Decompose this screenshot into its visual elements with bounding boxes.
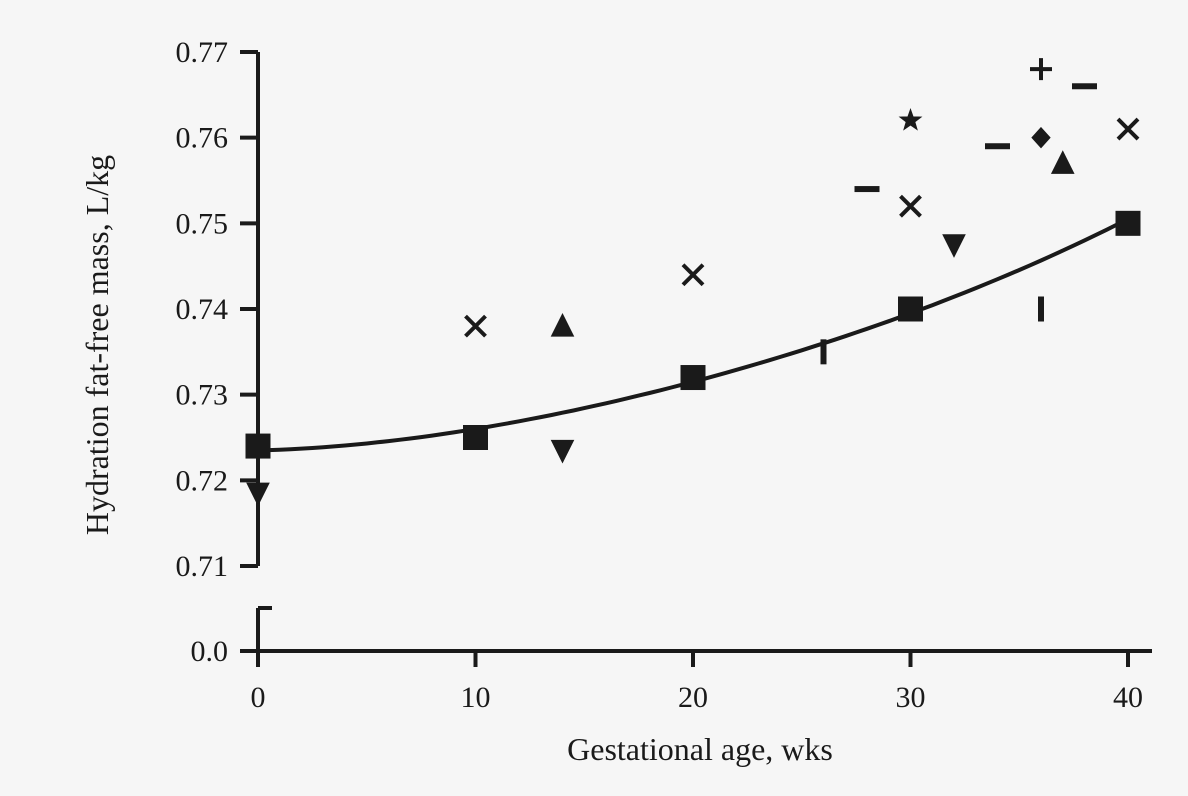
data-point-dash [854, 186, 880, 193]
data-point-triangle-down [942, 234, 966, 258]
data-point-dash [1072, 83, 1097, 90]
axes [240, 52, 1152, 653]
data-point-triangle-down [246, 482, 270, 507]
data-point-square [898, 296, 923, 322]
data-point-x [681, 263, 705, 287]
data-point-x [899, 194, 922, 218]
y-tick-label: 0.0 [191, 635, 229, 668]
fit-line-group [257, 217, 1129, 453]
data-point-plus [1030, 58, 1052, 81]
y-tick-label: 0.76 [176, 122, 229, 155]
x-tick-label: 0 [251, 681, 266, 714]
x-tick-label: 10 [461, 681, 491, 714]
data-point-square [680, 365, 706, 391]
data-point-diamond [1031, 126, 1051, 149]
data-point-x [1116, 117, 1140, 141]
y-tick-label: 0.71 [176, 550, 229, 583]
y-tick-label: 0.72 [176, 464, 229, 497]
data-point-vbar [1038, 296, 1044, 322]
y-tick-label: 0.77 [176, 36, 229, 69]
data-point-triangle-up [1050, 150, 1075, 174]
ticks: 0.0 0.71 0.72 0.73 0.74 0.75 0.76 0.77 0 10 20 30 40 [176, 36, 1144, 714]
data-point-triangle-up [550, 313, 575, 337]
data-point-vbar [820, 339, 827, 365]
x-axis-title: Gestational age, wks [567, 731, 833, 767]
data-point-triangle-down [550, 439, 575, 464]
data-points [245, 58, 1141, 507]
y-tick-label: 0.73 [176, 379, 229, 412]
data-point-dash [985, 143, 1010, 150]
y-tick-label: 0.75 [176, 207, 229, 240]
data-point-square [245, 433, 271, 459]
y-axis-title: Hydration fat-free mass, L/kg [79, 155, 115, 535]
data-point-x [464, 314, 487, 338]
x-tick-label: 30 [896, 681, 926, 714]
x-tick-label: 40 [1113, 681, 1143, 714]
x-tick-label: 20 [678, 681, 708, 714]
fit-curve [257, 217, 1129, 453]
data-point-square [463, 425, 488, 450]
y-tick-label: 0.74 [176, 293, 229, 326]
data-point-star [898, 107, 923, 131]
data-point-square [1115, 210, 1141, 236]
